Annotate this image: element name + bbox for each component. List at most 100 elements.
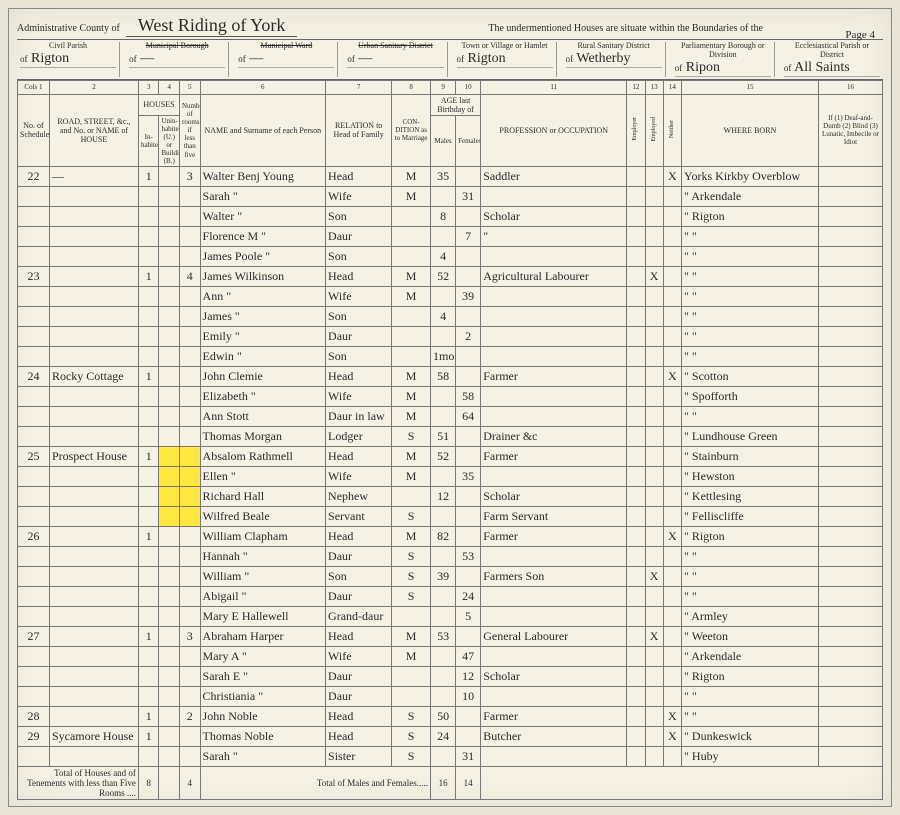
cell-e3 — [663, 427, 681, 447]
cell-e3 — [663, 587, 681, 607]
cell-cond: M — [392, 527, 431, 547]
cell-born: " " — [682, 687, 819, 707]
cell-cond: M — [392, 447, 431, 467]
table-row: Emily "Daur2" " — [18, 327, 883, 347]
cell-e3: X — [663, 527, 681, 547]
cell-occ: Scholar — [481, 207, 627, 227]
cell-e3 — [663, 267, 681, 287]
cell-dis — [818, 447, 882, 467]
cell-inhab — [138, 407, 159, 427]
cell-af — [456, 627, 481, 647]
cell-e2 — [645, 687, 663, 707]
cell-e3: X — [663, 727, 681, 747]
cell-rel: Wife — [326, 287, 392, 307]
cell-af: 12 — [456, 667, 481, 687]
cell-uninhab — [159, 747, 180, 767]
admin-county-label: Administrative County of — [17, 23, 120, 34]
cell-inhab — [138, 467, 159, 487]
cell-rel: Daur — [326, 687, 392, 707]
cell-rooms — [180, 507, 201, 527]
cell-occ: General Labourer — [481, 627, 627, 647]
cell-no — [18, 227, 50, 247]
cell-am — [431, 407, 456, 427]
cell-af: 31 — [456, 187, 481, 207]
cell-e3 — [663, 547, 681, 567]
cell-af: 64 — [456, 407, 481, 427]
table-row: Richard HallNephew12Scholar" Kettlesing — [18, 487, 883, 507]
cell-rel: Head — [326, 627, 392, 647]
cell-e3 — [663, 347, 681, 367]
cell-no: 28 — [18, 707, 50, 727]
cell-rooms — [180, 647, 201, 667]
cell-no: 23 — [18, 267, 50, 287]
cell-born: " " — [682, 267, 819, 287]
cell-af — [456, 247, 481, 267]
cell-e2 — [645, 227, 663, 247]
cell-no — [18, 187, 50, 207]
cell-road — [49, 647, 138, 667]
table-row: Ann "WifeM39" " — [18, 287, 883, 307]
cell-af — [456, 347, 481, 367]
cell-no — [18, 487, 50, 507]
cell-rel: Sister — [326, 747, 392, 767]
cell-e1 — [627, 567, 645, 587]
cell-am: 39 — [431, 567, 456, 587]
cell-e2 — [645, 547, 663, 567]
cell-e2 — [645, 407, 663, 427]
cell-occ — [481, 187, 627, 207]
th-condition: CON-DITION as to Marriage — [392, 94, 431, 167]
page-number: Page 4 — [845, 29, 875, 41]
cell-rel: Daur — [326, 227, 392, 247]
cell-cond: S — [392, 747, 431, 767]
cell-e2 — [645, 607, 663, 627]
cell-no: 25 — [18, 447, 50, 467]
cell-name: Florence M " — [200, 227, 326, 247]
cell-inhab: 1 — [138, 447, 159, 467]
cell-am — [431, 747, 456, 767]
cell-road — [49, 427, 138, 447]
cell-born: " Scotton — [682, 367, 819, 387]
cell-dis — [818, 527, 882, 547]
cell-af: 47 — [456, 647, 481, 667]
column-number-row: Cols 12345678910111213141516 — [18, 80, 883, 94]
table-row: Sarah "SisterS31" Huby — [18, 747, 883, 767]
cell-occ — [481, 687, 627, 707]
cell-cond: M — [392, 467, 431, 487]
table-row: 22—13Walter Benj YoungHeadM35SaddlerXYor… — [18, 167, 883, 187]
cell-inhab — [138, 747, 159, 767]
cell-uninhab — [159, 687, 180, 707]
cell-occ: Farmers Son — [481, 567, 627, 587]
cell-road — [49, 547, 138, 567]
cell-name: Elizabeth " — [200, 387, 326, 407]
cell-uninhab — [159, 647, 180, 667]
cell-e1 — [627, 667, 645, 687]
cell-rel: Daur — [326, 587, 392, 607]
cell-occ — [481, 607, 627, 627]
cell-af — [456, 567, 481, 587]
cell-born: " Rigton — [682, 527, 819, 547]
table-row: Mary E HallewellGrand-daur5" Armley — [18, 607, 883, 627]
cell-rel: Head — [326, 167, 392, 187]
cell-name: Thomas Noble — [200, 727, 326, 747]
cell-dis — [818, 467, 882, 487]
cell-uninhab — [159, 387, 180, 407]
table-row: Elizabeth "WifeM58" Spofforth — [18, 387, 883, 407]
cell-no — [18, 387, 50, 407]
cell-e3 — [663, 407, 681, 427]
cell-rel: Nephew — [326, 487, 392, 507]
cell-born: " Arkendale — [682, 187, 819, 207]
cell-rel: Daur — [326, 327, 392, 347]
cell-road — [49, 747, 138, 767]
cell-cond: M — [392, 647, 431, 667]
cell-rel: Daur in law — [326, 407, 392, 427]
cell-uninhab — [159, 187, 180, 207]
cell-rel: Son — [326, 307, 392, 327]
cell-name: Absalom Rathmell — [200, 447, 326, 467]
cell-born: " " — [682, 327, 819, 347]
cell-no: 29 — [18, 727, 50, 747]
cell-inhab — [138, 487, 159, 507]
cell-e3 — [663, 387, 681, 407]
cell-born: " Rigton — [682, 667, 819, 687]
cell-e1 — [627, 287, 645, 307]
cell-dis — [818, 247, 882, 267]
